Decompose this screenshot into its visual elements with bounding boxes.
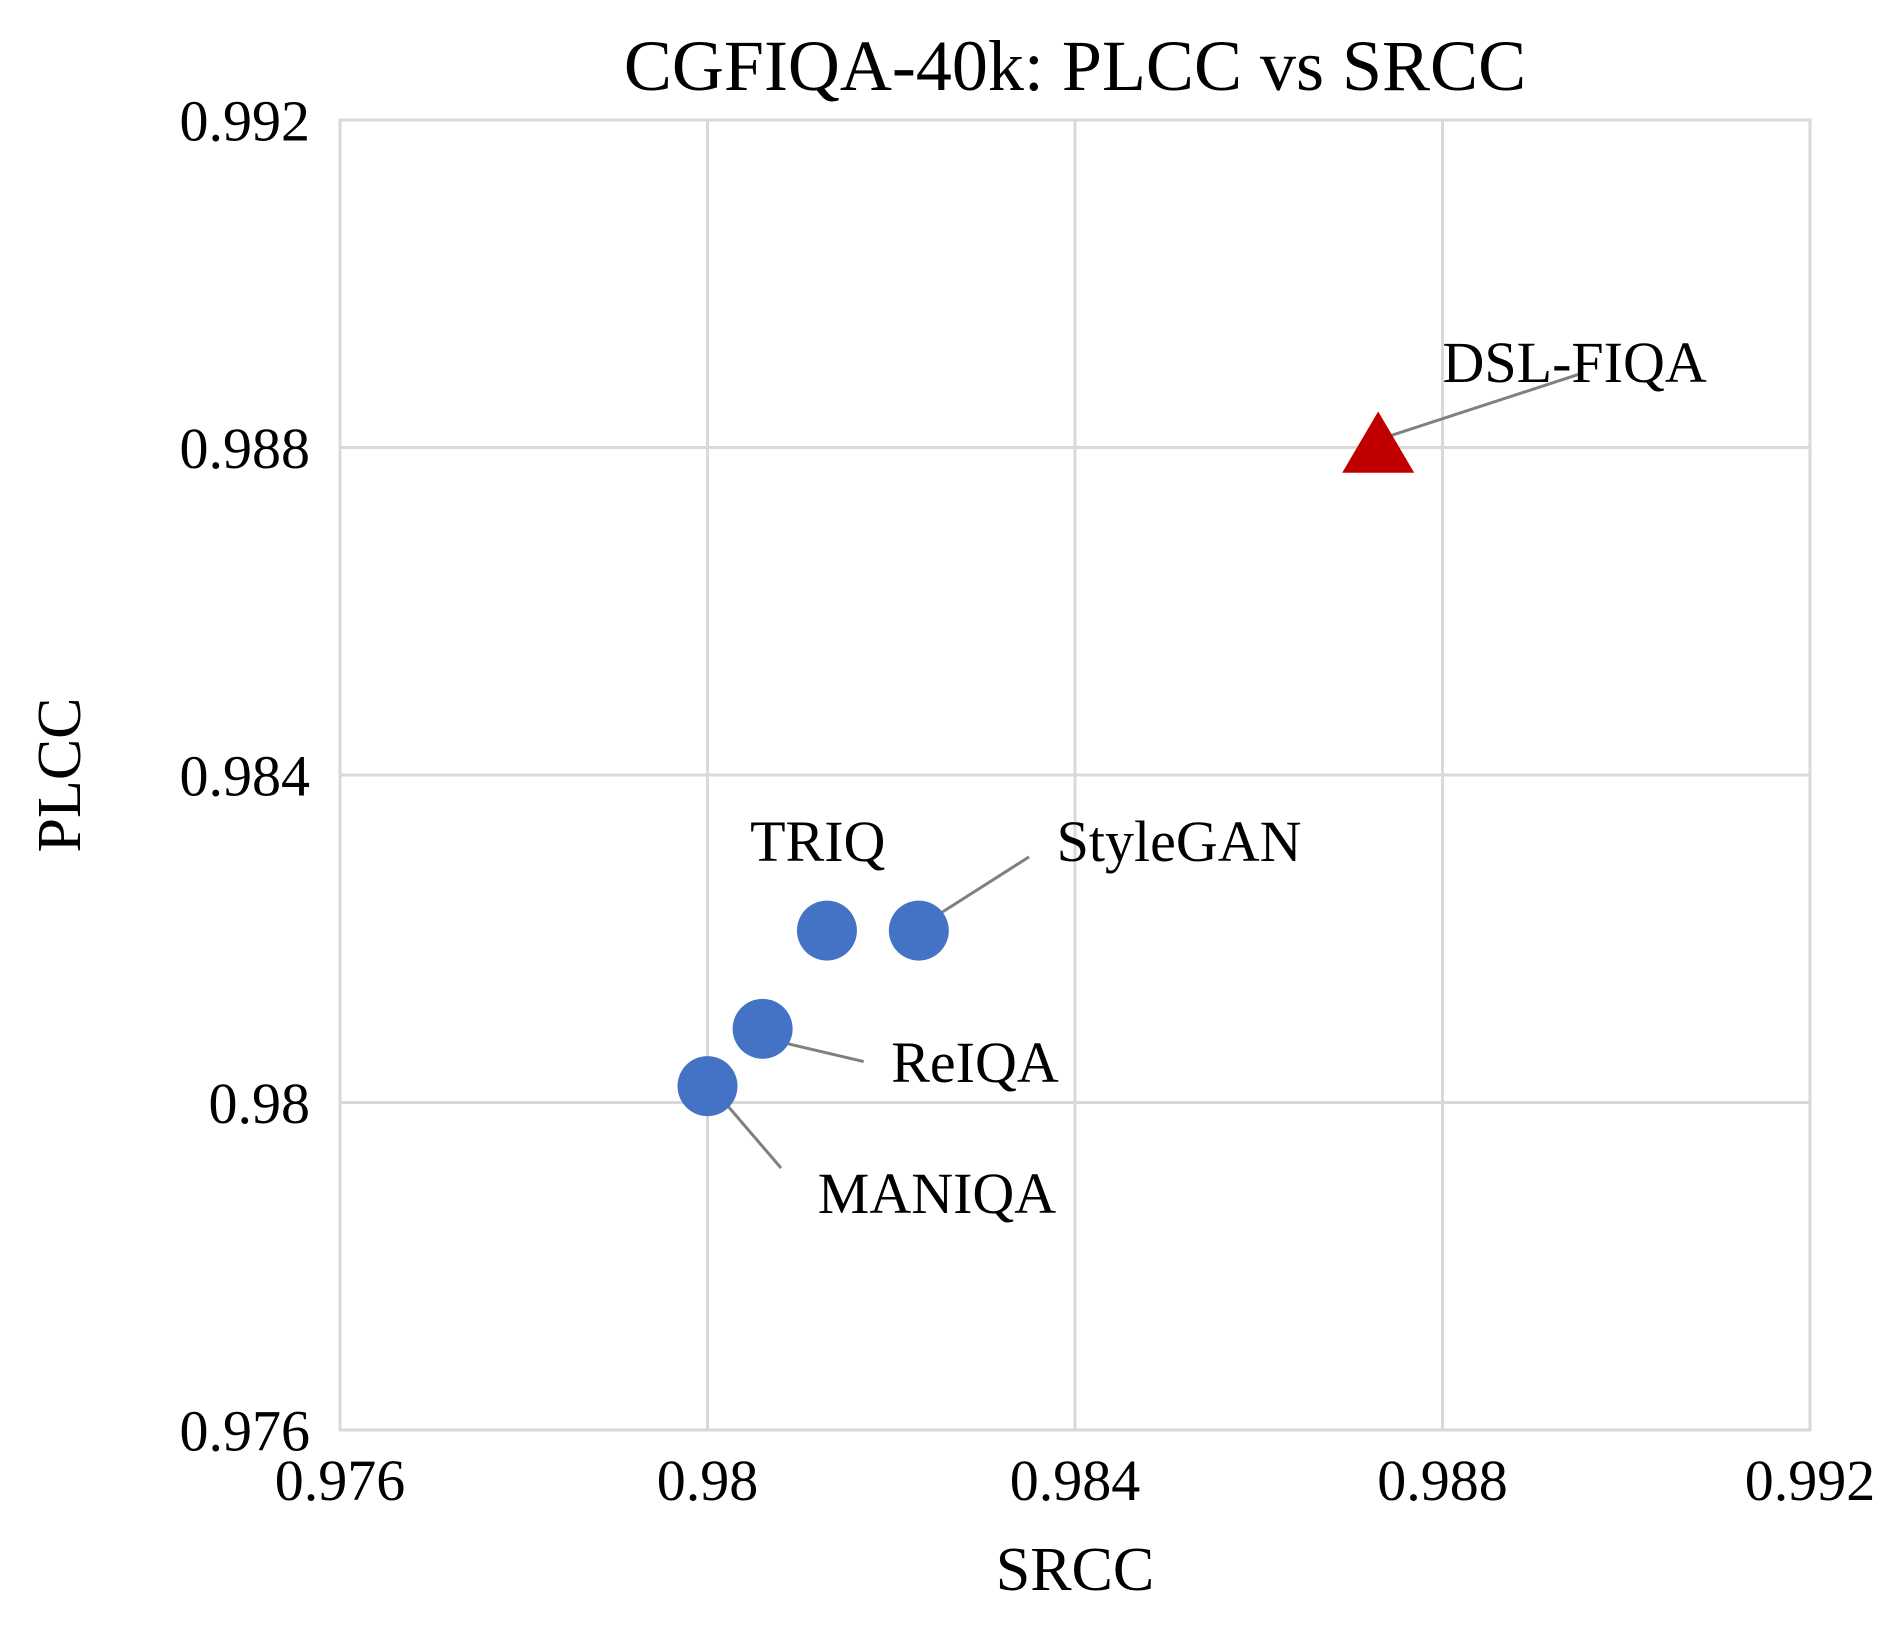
point-label: ReIQA	[891, 1030, 1059, 1095]
x-tick-label: 0.988	[1377, 1448, 1508, 1513]
point-label: MANIQA	[818, 1161, 1057, 1226]
y-tick-label: 0.984	[180, 743, 311, 808]
y-axis-label: PLCC	[26, 697, 94, 852]
scatter-chart: 0.9760.980.9840.9880.9920.9760.980.9840.…	[0, 0, 1903, 1651]
x-tick-label: 0.98	[657, 1448, 759, 1513]
y-tick-label: 0.992	[180, 88, 311, 153]
y-tick-label: 0.988	[180, 416, 311, 481]
y-tick-label: 0.976	[180, 1398, 311, 1463]
point-label: TRIQ	[750, 809, 885, 874]
y-tick-label: 0.98	[209, 1071, 311, 1136]
point-label: StyleGAN	[1057, 809, 1302, 874]
chart-title: CGFIQA-40k: PLCC vs SRCC	[624, 26, 1526, 106]
data-point-circle	[797, 901, 857, 961]
data-point-circle	[678, 1056, 738, 1116]
data-point-circle	[733, 999, 793, 1059]
point-label: DSL-FIQA	[1443, 330, 1707, 395]
x-axis-label: SRCC	[996, 1536, 1155, 1604]
x-tick-label: 0.992	[1745, 1448, 1876, 1513]
chart-container: 0.9760.980.9840.9880.9920.9760.980.9840.…	[0, 0, 1903, 1651]
x-tick-label: 0.984	[1010, 1448, 1141, 1513]
data-point-circle	[889, 901, 949, 961]
